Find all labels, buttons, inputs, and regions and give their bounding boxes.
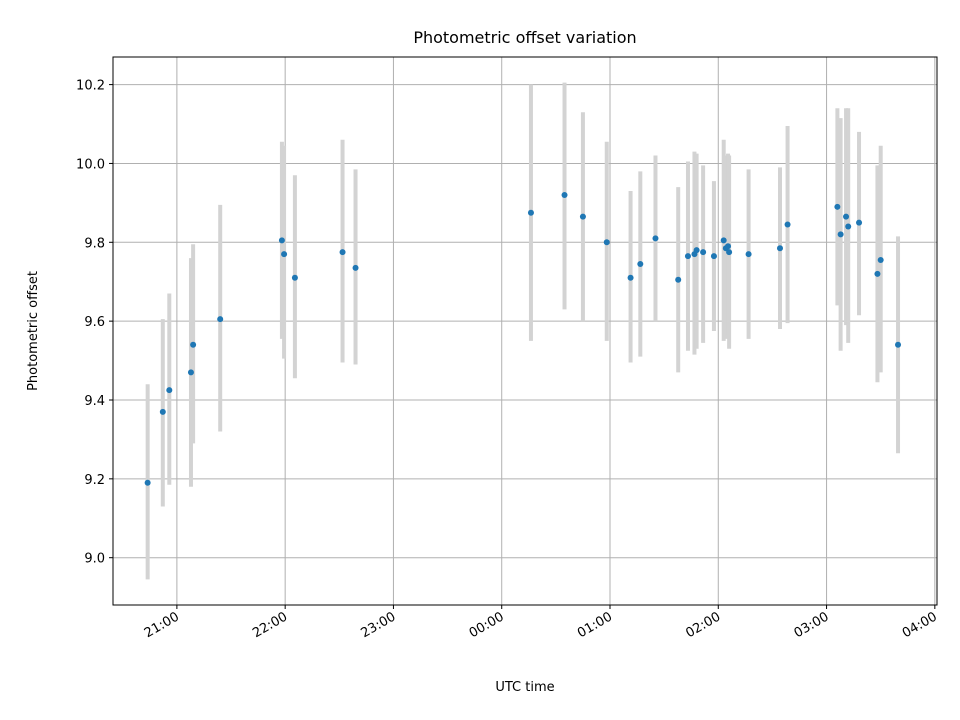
data-point bbox=[726, 249, 733, 256]
data-point bbox=[776, 245, 783, 252]
data-point bbox=[784, 221, 791, 228]
data-point bbox=[637, 260, 644, 267]
data-point bbox=[217, 316, 224, 323]
data-point bbox=[837, 231, 844, 238]
data-point bbox=[627, 274, 634, 281]
data-point bbox=[745, 251, 752, 258]
data-point bbox=[579, 213, 586, 220]
data-point bbox=[710, 253, 717, 260]
y-axis-label: Photometric offset bbox=[26, 271, 41, 391]
data-point bbox=[843, 213, 850, 220]
data-point bbox=[856, 219, 863, 226]
data-point bbox=[693, 247, 700, 254]
data-point bbox=[352, 264, 359, 271]
y-tick-label: 9.2 bbox=[84, 473, 105, 488]
data-point bbox=[166, 387, 173, 394]
data-point bbox=[845, 223, 852, 230]
data-point bbox=[527, 209, 534, 216]
data-point bbox=[834, 203, 841, 210]
data-point bbox=[291, 274, 298, 281]
data-point bbox=[725, 243, 732, 250]
data-point bbox=[877, 257, 884, 264]
grid bbox=[113, 57, 937, 605]
data-points bbox=[144, 191, 902, 486]
x-axis-label: UTC time bbox=[495, 680, 554, 695]
chart-title: Photometric offset variation bbox=[413, 28, 636, 47]
data-point bbox=[159, 408, 166, 415]
plot-frame bbox=[112, 56, 938, 606]
data-point bbox=[281, 251, 288, 258]
data-point bbox=[339, 249, 346, 256]
data-point bbox=[874, 270, 881, 277]
data-point bbox=[278, 237, 285, 244]
data-point bbox=[895, 341, 902, 348]
y-tick-label: 9.4 bbox=[84, 394, 105, 409]
data-point bbox=[561, 191, 568, 198]
y-axis-ticks: 9.0 9.2 9.4 9.6 9.8 10.0 10.2 bbox=[76, 79, 113, 567]
data-point bbox=[144, 479, 151, 486]
data-point bbox=[603, 239, 610, 246]
y-tick-label: 9.0 bbox=[84, 552, 105, 567]
data-point bbox=[700, 249, 707, 256]
data-point bbox=[187, 369, 194, 376]
y-tick-label: 9.8 bbox=[84, 236, 105, 251]
data-point bbox=[675, 276, 682, 283]
y-tick-label: 9.6 bbox=[84, 315, 105, 330]
data-point bbox=[652, 235, 659, 242]
y-tick-label: 10.0 bbox=[76, 157, 105, 172]
data-point bbox=[720, 237, 727, 244]
y-tick-label: 10.2 bbox=[76, 79, 105, 94]
data-point bbox=[684, 253, 691, 260]
data-point bbox=[190, 341, 197, 348]
